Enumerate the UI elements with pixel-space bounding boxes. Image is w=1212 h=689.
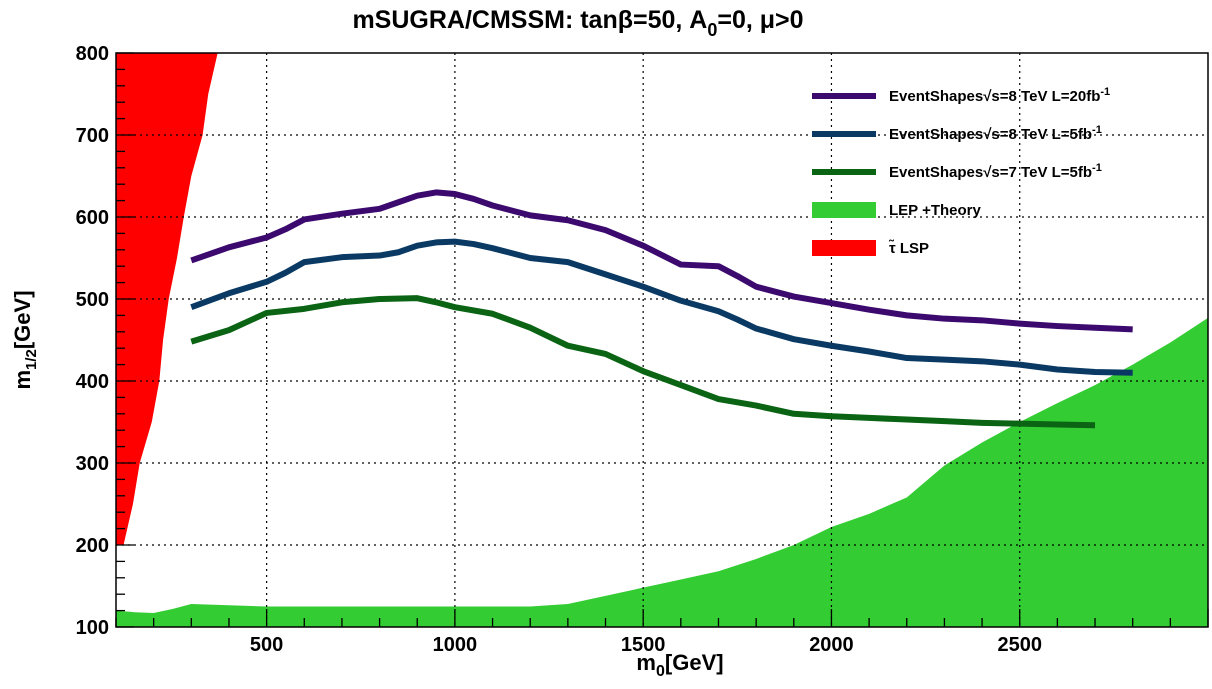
tick-labels: 500 1000 1500 2000 2500 100 200 300 400 500 600 700… xyxy=(76,43,1042,656)
legend-swatch-5 xyxy=(812,240,876,256)
legend-label-2: EventShapes√s=8 TeV L=5fb-1 xyxy=(889,124,1102,143)
y-tick-label: 200 xyxy=(76,535,109,557)
axis-ticks xyxy=(115,52,1209,628)
y-tick-label: 400 xyxy=(76,371,109,393)
series-lines xyxy=(190,189,1133,429)
y-tick-label: 600 xyxy=(76,207,109,229)
legend-swatch-4 xyxy=(812,202,876,218)
legend-label-5: τ̃ LSP xyxy=(889,239,929,257)
series-line-2 xyxy=(190,238,1133,376)
x-axis-title: m0[GeV] xyxy=(636,650,723,680)
legend: EventShapes√s=8 TeV L=20fb-1 EventShapes√… xyxy=(812,86,1110,257)
series-line-3 xyxy=(190,295,1096,429)
legend-label-1: EventShapes√s=8 TeV L=20fb-1 xyxy=(889,86,1110,105)
plot-frame xyxy=(115,52,1209,628)
x-tick-label: 2500 xyxy=(997,634,1042,656)
y-tick-label: 800 xyxy=(76,43,109,65)
x-tick-label: 2000 xyxy=(809,634,854,656)
y-axis-title: m1/2[GeV] xyxy=(10,290,40,389)
y-tick-label: 100 xyxy=(76,617,109,639)
legend-label-4: LEP +Theory xyxy=(889,202,981,219)
y-tick-label: 500 xyxy=(76,289,109,311)
area-stau-lsp xyxy=(116,53,218,545)
x-tick-label: 1000 xyxy=(433,634,478,656)
series-line-1 xyxy=(190,189,1133,333)
area-lep-theory xyxy=(116,317,1208,627)
x-tick-label: 1500 xyxy=(621,634,666,656)
y-tick-label: 700 xyxy=(76,125,109,147)
y-tick-label: 300 xyxy=(76,453,109,475)
chart-title: mSUGRA/CMSSM: tanβ=50, A0=0, μ>0 xyxy=(352,6,803,40)
plot-areas xyxy=(116,53,1208,627)
x-tick-label: 500 xyxy=(250,634,283,656)
legend-label-3: EventShapes√s=7 TeV L=5fb-1 xyxy=(889,162,1102,181)
